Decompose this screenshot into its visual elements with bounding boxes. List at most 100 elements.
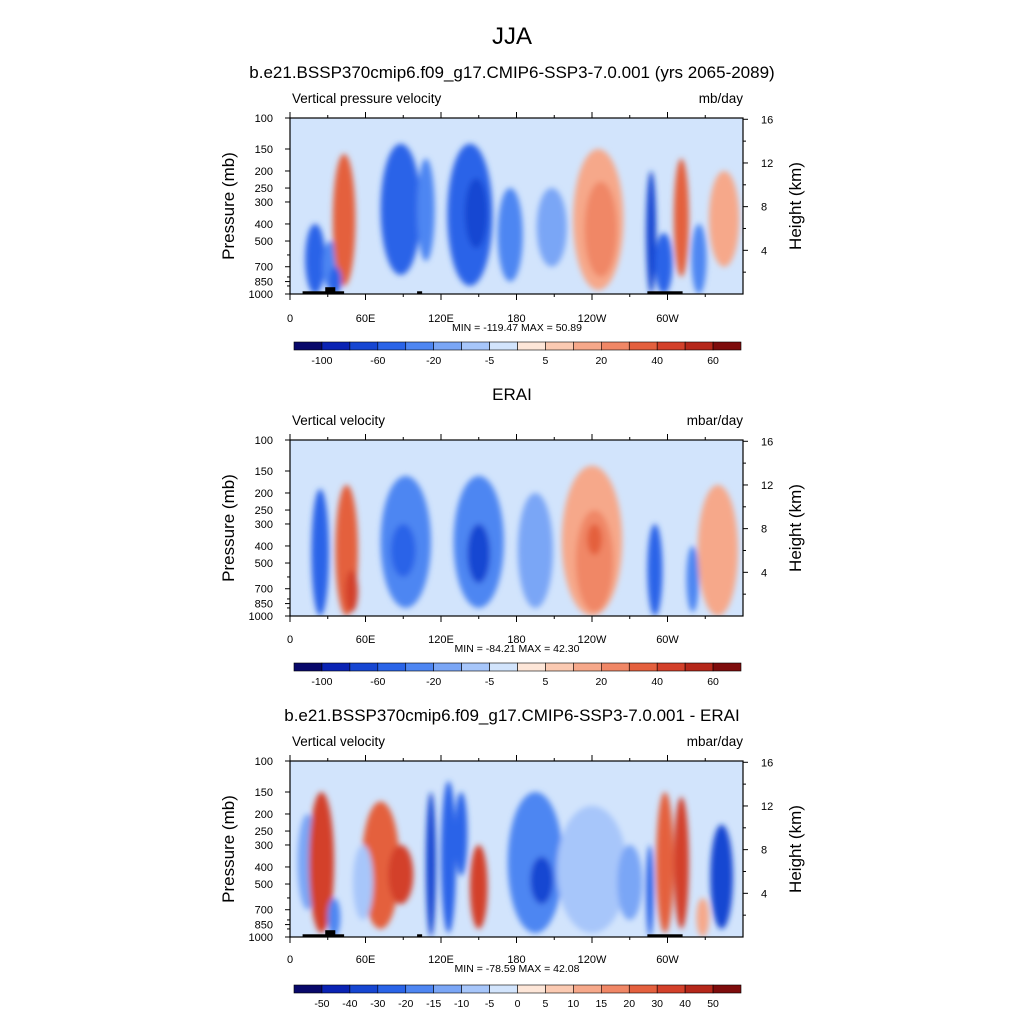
colorbar-swatch [601,984,630,994]
colorbar-swatch [545,341,574,351]
y-tick-label: 300 [255,840,273,852]
height-tick-label: 16 [761,436,773,448]
colorbar-swatch [377,341,407,351]
colorbar-label: 5 [543,998,549,1010]
contour-feature [311,489,330,616]
x-tick-label: 180 [507,634,525,646]
y-tick-label: 100 [255,756,273,768]
contour-feature [467,523,491,584]
colorbar-label: -10 [454,998,469,1010]
topography-mask [302,934,345,937]
y-tick-label: 1000 [249,932,273,944]
contour-feature [308,791,335,934]
contour-feature [556,805,628,934]
contour-feature [697,484,738,616]
height-tick-label: 8 [761,202,767,214]
colorbar-swatch [349,984,379,994]
y-axis-label-right: Height (km) [786,484,805,572]
contour-feature [497,188,523,282]
colorbar-swatch [433,984,462,994]
panel-title: b.e21.BSSP370cmip6.f09_g17.CMIP6-SSP3-7.… [249,63,774,82]
colorbar-label: -15 [426,998,441,1010]
colorbar-label: 5 [543,676,549,688]
colorbar-label: 60 [707,355,719,367]
contour-field [290,118,743,294]
stats-label: MIN = -78.59 MAX = 42.08 [455,963,580,975]
stats-label: MIN = -84.21 MAX = 42.30 [455,643,580,655]
y-tick-label: 100 [255,435,273,447]
colorbar-label: 30 [651,998,663,1010]
colorbar-label: -100 [311,355,332,367]
figure-title: JJA [492,23,532,50]
height-tick-label: 8 [761,845,767,857]
colorbar-label: -60 [370,355,385,367]
x-tick-label: 60E [356,954,376,966]
colorbar-label: 15 [595,998,607,1010]
colorbar-label: 20 [595,676,607,688]
x-tick-label: 120E [428,313,454,325]
y-tick-label: 150 [255,466,273,478]
colorbar-swatch [433,662,462,672]
x-tick-label: 180 [507,313,525,325]
colorbar-swatch [656,984,686,994]
colorbar-swatch [517,341,546,351]
height-tick-label: 12 [761,480,773,492]
contour-feature [388,844,414,905]
colorbar-label: -5 [485,676,494,688]
colorbar-label: -5 [485,355,494,367]
x-tick-label: 120W [578,634,607,646]
colorbar-label: 60 [707,676,719,688]
contour-feature [329,266,342,294]
colorbar-swatch [573,341,602,351]
panels: b.e21.BSSP370cmip6.f09_g17.CMIP6-SSP3-7.… [219,63,805,1010]
y-tick-label: 250 [255,183,273,195]
y-tick-label: 500 [255,236,273,248]
panel-units-label: mbar/day [687,734,744,749]
x-tick-label: 60W [656,313,679,325]
contour-feature [352,844,374,920]
y-tick-label: 500 [255,558,273,570]
y-tick-label: 150 [255,787,273,799]
contour-feature [673,796,689,929]
y-axis-label: Pressure (mb) [219,795,238,903]
colorbar-swatch [517,662,546,672]
height-tick-label: 12 [761,801,773,813]
colorbar-swatch [461,341,490,351]
colorbar-label: -50 [314,998,329,1010]
contour-blobs [311,465,738,616]
y-tick-label: 200 [255,809,273,821]
field-background [290,440,743,616]
colorbar-swatch [712,341,742,351]
height-tick-label: 4 [761,245,767,257]
height-tick-label: 4 [761,567,767,579]
colorbar-swatch [656,341,686,351]
colorbar-swatch [377,984,407,994]
contour-feature [686,545,699,613]
contour-feature [647,523,663,616]
colorbar-swatch [349,341,379,351]
contour-feature [691,223,707,294]
height-tick-label: 8 [761,524,767,536]
contour-feature [656,791,674,934]
colorbar-swatch [656,662,686,672]
y-tick-label: 700 [255,262,273,274]
colorbar-label: 20 [623,998,635,1010]
contour-feature [517,492,553,608]
x-tick-label: 60E [356,313,376,325]
y-tick-label: 250 [255,826,273,838]
x-tick-label: 60W [656,954,679,966]
contour-feature [345,570,358,613]
colorbar-swatch [349,662,379,672]
contour-feature [710,824,733,929]
contour-feature [469,844,488,929]
x-tick-label: 120W [578,954,607,966]
contour-feature [584,181,618,277]
y-tick-label: 500 [255,879,273,891]
x-tick-label: 60W [656,634,679,646]
height-tick-label: 12 [761,158,773,170]
y-tick-label: 400 [255,862,273,874]
colorbar-label: 0 [515,998,521,1010]
colorbar-swatch [712,662,742,672]
stats-label: MIN = -119.47 MAX = 50.89 [452,322,582,334]
contour-field [290,761,743,937]
